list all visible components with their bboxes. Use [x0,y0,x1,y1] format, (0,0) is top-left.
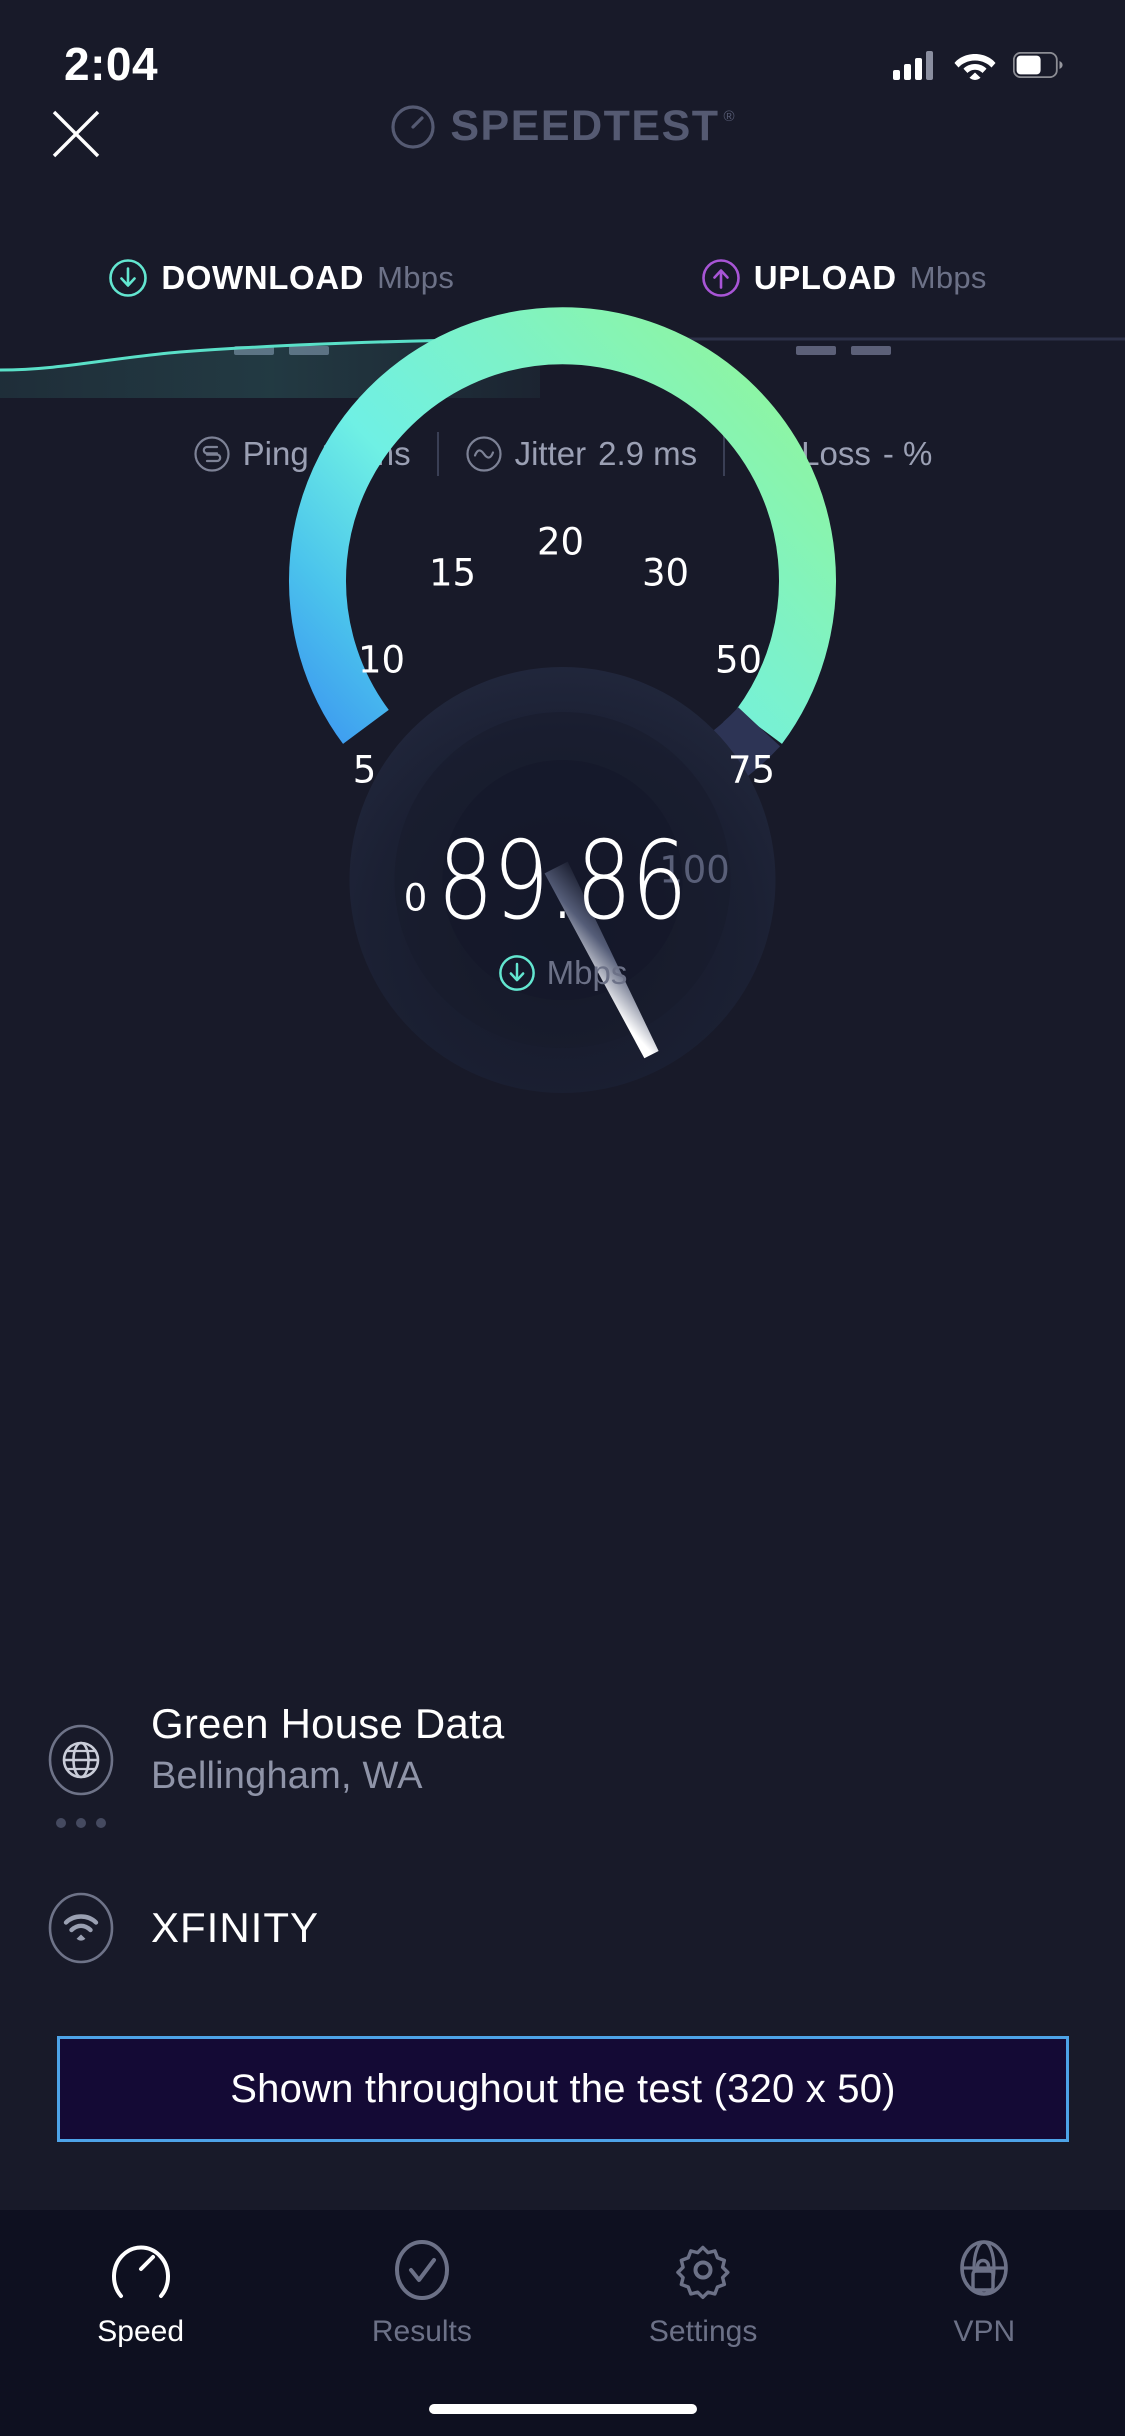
wifi-icon [954,54,996,80]
speedometer-logo-icon [391,104,435,149]
tab-settings[interactable]: Settings [563,2210,844,2436]
globe-lock-icon [960,2240,1009,2296]
gauge-tick-100: 100 [659,849,730,892]
download-metric: DOWNLOAD Mbps [0,258,563,355]
download-unit: Mbps [377,260,455,295]
ad-banner-text: Shown throughout the test (320 x 50) [230,2066,896,2111]
download-upload-row: DOWNLOAD Mbps UPLOAD Mbps [0,258,1125,355]
tab-results[interactable]: Results [281,2210,562,2436]
stat-jitter: Jitter 2.9 ms [439,435,724,473]
tab-speed[interactable]: Speed [0,2210,281,2436]
gauge-tick-0: 0 [404,877,428,920]
upload-arrow-icon [701,259,740,297]
server-text: Green House Data Bellingham, WA [151,1700,504,1798]
download-header: DOWNLOAD Mbps [108,258,454,298]
three-dots-icon[interactable] [56,1818,106,1828]
download-arrow-icon [109,259,148,297]
gauge-speed-value: 89.86 [437,819,688,944]
home-indicator [428,2404,697,2414]
download-label: DOWNLOAD [161,259,365,296]
isp-icon-wrap [38,1890,124,1966]
gauge-tick-10: 10 [358,639,405,682]
wifi-circle-icon [48,1892,114,1964]
tab-vpn-label: VPN [953,2315,1016,2348]
server-row[interactable]: Green House Data Bellingham, WA [0,1700,1125,1828]
gauge-tick-5: 5 [353,749,377,792]
stat-loss-value: - % [882,435,933,472]
download-arrow-icon [498,955,535,991]
gauge-tick-75: 75 [728,749,775,792]
app-header: SPEEDTEST ® [0,96,1125,172]
stat-loss: Loss - % [725,435,958,473]
placeholder-dash [851,346,892,355]
brand-logo: SPEEDTEST ® [0,102,1125,151]
gear-icon [676,2245,730,2300]
status-bar-time: 2:04 [64,38,159,90]
server-name: Green House Data [151,1700,505,1747]
gauge-tick-20: 20 [537,521,584,564]
status-bar: 2:04 [0,0,1125,110]
speedometer-icon [111,2245,170,2298]
ping-icon [194,436,230,472]
jitter-icon [465,436,502,472]
isp-row[interactable]: XFINITY [0,1890,1125,1966]
status-bar-indicators [893,50,1063,80]
placeholder-dash [796,346,837,355]
gauge-tick-50: 50 [715,639,762,682]
ad-banner[interactable]: Shown throughout the test (320 x 50) [57,2036,1069,2142]
upload-metric: UPLOAD Mbps [563,258,1125,355]
brand-trademark: ® [723,108,735,125]
stat-loss-label: Loss [801,435,871,472]
gauge-tick-30: 30 [642,552,689,595]
gauge-tick-15: 15 [429,552,476,595]
close-button[interactable] [38,96,114,172]
brand-name: SPEEDTEST [450,102,720,150]
upload-unit: Mbps [909,260,987,295]
gauge-needle [544,861,659,1059]
stat-jitter-value: 2.9 ms [598,435,698,472]
upload-value-placeholder [796,346,892,355]
stat-ping-label: Ping [242,435,309,472]
stat-divider [723,432,726,476]
tab-speed-label: Speed [97,2315,184,2348]
battery-icon [1013,52,1063,78]
gauge-readout: 89.86 Mbps [0,828,1125,992]
network-stats-row: Ping 15 ms Jitter 2.9 ms Loss - % [0,432,1125,476]
stat-jitter-label: Jitter [514,435,587,472]
upload-header: UPLOAD Mbps [701,258,987,298]
gauge-unit-row: Mbps [0,954,1125,992]
server-icon-wrap [38,1700,124,1828]
upload-label: UPLOAD [753,259,897,296]
bottom-tab-bar: Speed Results Settings [0,2210,1125,2436]
tab-results-label: Results [371,2315,472,2348]
check-circle-icon [394,2240,449,2300]
tab-vpn[interactable]: VPN [844,2210,1125,2436]
signal-bars-icon [893,51,933,80]
server-location: Bellingham, WA [151,1754,423,1797]
close-icon [52,110,100,158]
isp-name: XFINITY [151,1904,320,1951]
speed-gauge: 0 5 10 15 20 30 50 75 100 [0,307,1125,1093]
stat-divider [436,432,439,476]
gauge-unit-label: Mbps [546,954,628,991]
globe-icon [48,1724,114,1796]
tab-settings-label: Settings [648,2315,758,2348]
